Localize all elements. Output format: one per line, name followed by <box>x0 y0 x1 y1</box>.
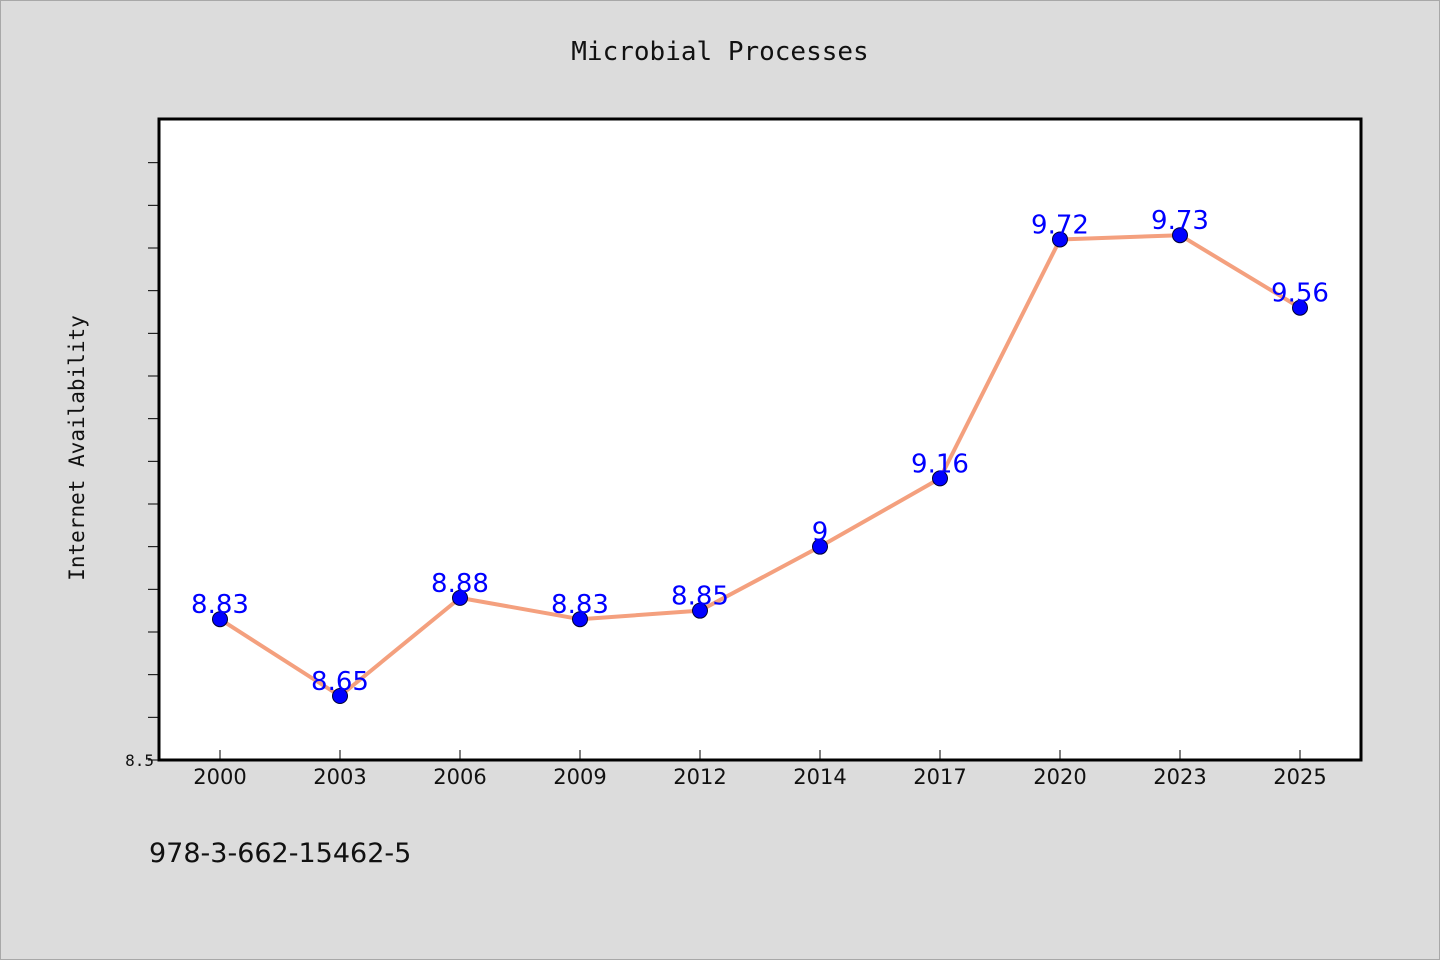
data-point <box>572 611 588 628</box>
data-point <box>932 470 948 487</box>
data-label: 8.85 <box>671 582 729 612</box>
x-tick-label: 2017 <box>913 765 966 789</box>
x-tick-label: 2012 <box>673 765 726 789</box>
x-tick-label: 2020 <box>1033 765 1086 789</box>
chart-title: Microbial Processes <box>571 37 868 67</box>
x-tick-label: 2014 <box>793 765 846 789</box>
data-point <box>692 602 708 619</box>
data-label: 8.65 <box>311 667 369 697</box>
data-point <box>812 538 828 555</box>
data-label: 9 <box>812 518 829 548</box>
y-axis-label: Internet Availability <box>65 315 89 581</box>
data-point <box>212 611 228 628</box>
y-axis: 8.5 <box>125 162 158 770</box>
x-axis: 2000 2003 2006 2009 2012 2014 2017 2020 2023 2025 <box>193 750 1327 789</box>
data-label: 9.73 <box>1151 206 1209 236</box>
x-tick-label: 2023 <box>1153 765 1206 789</box>
x-tick-label: 2000 <box>193 765 246 789</box>
data-point <box>1292 299 1308 316</box>
data-point <box>1052 231 1068 248</box>
data-point <box>452 589 468 606</box>
data-label: 9.16 <box>911 449 969 479</box>
data-label: 8.83 <box>551 590 609 620</box>
data-label: 9.56 <box>1271 279 1329 309</box>
y-tick-label: 8.5 <box>125 751 154 770</box>
plot-area <box>157 117 1363 762</box>
data-labels: 8.83 8.65 8.88 8.83 8.85 9 9.16 9.72 9.73 9.56 <box>191 206 1329 697</box>
series-layer <box>212 227 1308 704</box>
series-line <box>218 233 1302 698</box>
data-label: 8.88 <box>431 569 489 599</box>
x-tick-label: 2025 <box>1273 765 1326 789</box>
x-tick-label: 2006 <box>433 765 486 789</box>
footer-isbn: 978-3-662-15462-5 <box>149 838 411 869</box>
x-tick-label: 2003 <box>313 765 366 789</box>
data-label: 8.83 <box>191 590 249 620</box>
x-tick-label: 2009 <box>553 765 606 789</box>
data-point <box>332 688 348 704</box>
data-point <box>1172 227 1188 244</box>
data-label: 9.72 <box>1031 210 1089 240</box>
